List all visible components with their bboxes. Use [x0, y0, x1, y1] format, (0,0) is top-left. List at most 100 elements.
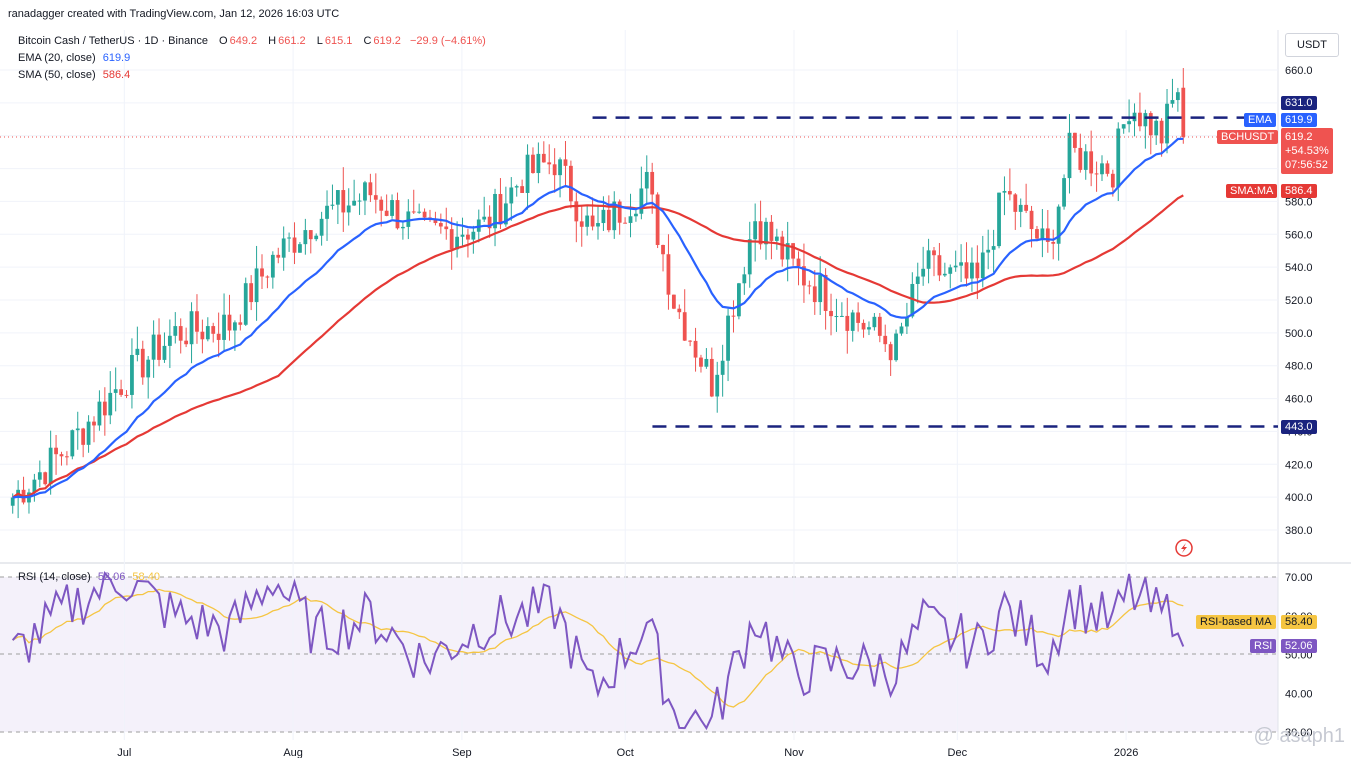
- candle-body: [211, 326, 216, 334]
- sma-legend[interactable]: SMA (50, close) 586.4: [18, 69, 131, 81]
- candle-body: [330, 204, 335, 206]
- ema-name-tag: EMA: [1244, 113, 1276, 127]
- candle-body: [509, 187, 514, 204]
- candle-body: [1143, 113, 1148, 127]
- candle-body: [1181, 87, 1186, 138]
- candle-body: [75, 428, 80, 431]
- candle-body: [357, 200, 362, 202]
- candle-body: [520, 186, 525, 193]
- ema-legend[interactable]: EMA (20, close) 619.9: [18, 52, 131, 64]
- candle-body: [606, 209, 611, 231]
- candle-body: [688, 340, 693, 342]
- currency-unit-button[interactable]: USDT: [1285, 33, 1339, 57]
- open-value: 649.2: [229, 35, 258, 47]
- candle-body: [162, 345, 167, 360]
- watermark: @ asaph1: [1253, 725, 1345, 747]
- candle-body: [861, 322, 866, 330]
- candle-body: [671, 294, 676, 309]
- candle-body: [303, 230, 308, 245]
- candle-body: [287, 237, 291, 239]
- candle-body: [70, 430, 75, 457]
- candle-body: [471, 231, 476, 240]
- candle-body: [531, 154, 535, 174]
- candle-body: [189, 311, 194, 345]
- candle-body: [341, 190, 346, 213]
- candle-body: [937, 255, 942, 276]
- rsi-line: [11, 570, 1185, 731]
- candle-body: [845, 315, 850, 331]
- candle-body: [541, 153, 546, 163]
- candle-body: [731, 315, 736, 317]
- moving-averages-layer: [12, 137, 1184, 499]
- candle-body: [579, 221, 584, 227]
- candle-body: [113, 389, 118, 393]
- candle-body: [1159, 120, 1164, 144]
- candle-body: [124, 394, 129, 396]
- sma-50-line: [12, 194, 1184, 499]
- candle-body: [184, 340, 189, 345]
- candle-body: [1051, 241, 1056, 244]
- candle-body: [569, 165, 573, 202]
- candle-body: [823, 274, 828, 311]
- low-value: 615.1: [324, 35, 353, 47]
- candle-body: [953, 265, 958, 268]
- candle-body: [97, 401, 102, 426]
- candle-body: [818, 274, 823, 303]
- candle-body: [1121, 124, 1126, 129]
- candle-body: [747, 239, 752, 275]
- symbol-name[interactable]: Bitcoin Cash / TetherUS · 1D · Binance: [18, 35, 208, 47]
- rsi-name-tag: RSI: [1250, 639, 1277, 653]
- candle-body: [785, 243, 790, 260]
- candle-body: [894, 333, 898, 361]
- candle-body: [227, 314, 232, 331]
- sma-value-tag: 586.4: [1281, 184, 1317, 198]
- candle-body: [1154, 120, 1159, 136]
- candle-body: [872, 316, 877, 328]
- candle-body: [43, 472, 48, 485]
- candle-body: [634, 213, 638, 217]
- candle-body: [753, 221, 758, 240]
- candle-body: [644, 171, 649, 189]
- rsi-tick-label: 40.00: [1285, 688, 1313, 700]
- candle-body: [54, 447, 58, 455]
- candle-body: [1062, 178, 1066, 207]
- candle-body: [102, 401, 107, 416]
- candle-body: [964, 262, 969, 279]
- candle-body: [699, 357, 703, 367]
- lightning-icon[interactable]: [1175, 539, 1193, 557]
- sma-name-tag: SMA:MA: [1226, 184, 1278, 198]
- candle-body: [455, 236, 459, 250]
- candle-body: [1127, 121, 1131, 125]
- candle-body: [92, 421, 96, 426]
- candle-body: [401, 226, 405, 229]
- candle-body: [422, 211, 427, 218]
- candle-body: [146, 359, 151, 378]
- candle-body: [558, 159, 562, 176]
- candle-body: [829, 310, 833, 317]
- time-tick-label: Nov: [784, 747, 804, 758]
- candle-body: [368, 182, 373, 196]
- candle-body: [249, 283, 254, 303]
- candle-body: [390, 200, 394, 216]
- candle-body: [449, 229, 454, 250]
- candle-body: [1073, 132, 1077, 148]
- candle-body: [119, 389, 123, 395]
- candle-body: [910, 283, 915, 317]
- candle-body: [720, 360, 725, 375]
- candle-body: [1094, 173, 1099, 175]
- chart-credit: ranadagger created with TradingView.com,…: [8, 8, 340, 20]
- rsi-ma-value-tag: 58.40: [1281, 615, 1317, 629]
- symbol-header: Bitcoin Cash / TetherUS · 1D · Binance O…: [18, 35, 486, 47]
- candle-body: [108, 392, 113, 416]
- candle-body: [281, 238, 286, 258]
- rsi-legend[interactable]: RSI (14, close) 52.06 58.40: [18, 571, 160, 583]
- candle-body: [867, 327, 871, 330]
- candle-body: [856, 312, 861, 323]
- candle-body: [314, 235, 319, 240]
- candle-body: [173, 326, 178, 336]
- change-value: −29.9 (−4.61%): [409, 35, 486, 47]
- candle-body: [899, 326, 904, 334]
- candle-body: [493, 193, 497, 229]
- price-grid: [0, 30, 1278, 740]
